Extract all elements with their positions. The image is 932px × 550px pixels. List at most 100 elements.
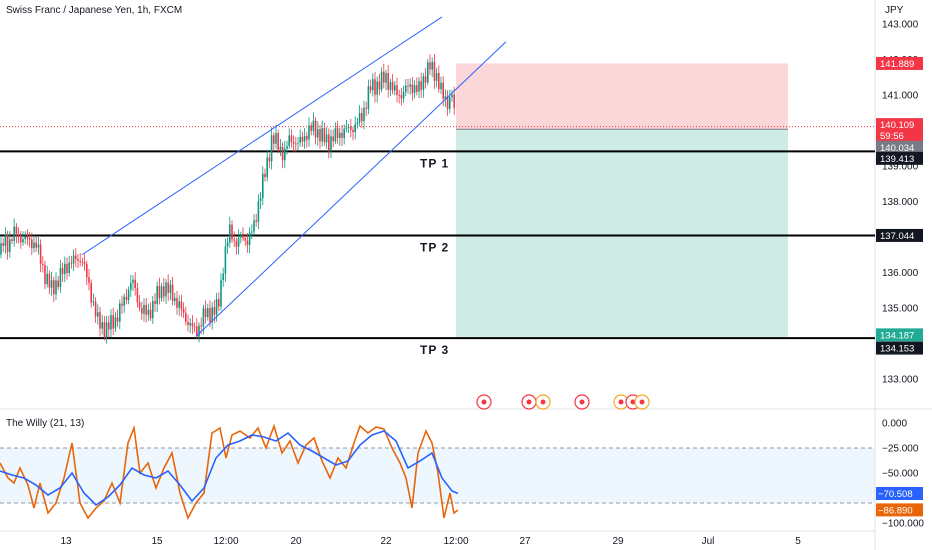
candle-body [312, 120, 315, 131]
candle-body [253, 220, 255, 232]
candle-body [365, 107, 367, 109]
candle-body [204, 308, 207, 318]
time-tick-label: 15 [151, 536, 163, 547]
candle-body [44, 264, 46, 285]
price-tick-label: 133.000 [882, 375, 919, 386]
price-tag [876, 140, 923, 154]
candle-body [308, 125, 310, 140]
candle-body [394, 85, 396, 91]
candle-body [176, 298, 178, 308]
candle-body [222, 273, 224, 281]
candle-body [72, 255, 75, 264]
candle-body [453, 94, 455, 108]
candle-body [200, 325, 202, 327]
candle-body [229, 224, 231, 243]
indicator-tick-label: −50.000 [882, 469, 919, 480]
willy-band [0, 448, 875, 503]
candle-body [13, 226, 15, 241]
candle-body [369, 86, 372, 91]
candle-body [66, 263, 68, 274]
candle-body [288, 135, 290, 147]
candle-body [35, 242, 37, 248]
candle-body [83, 262, 86, 264]
event-marker-dot [579, 399, 585, 405]
candle-body [297, 142, 299, 144]
channel-upper-line [81, 16, 443, 256]
candle-body [246, 240, 249, 246]
candle-body [387, 73, 389, 90]
candle-body [446, 96, 449, 109]
candle-body [449, 97, 451, 109]
candle-body [180, 301, 183, 310]
price-tick-label: 141.000 [882, 91, 919, 102]
candle-body [418, 81, 420, 92]
candle-body [2, 243, 4, 246]
price-tag-label: 140.109 [880, 120, 914, 131]
candle-body [264, 173, 266, 178]
time-tick-label: 27 [519, 536, 531, 547]
candle-body [39, 244, 42, 264]
candle-body [319, 129, 321, 142]
tp-label: TP 3 [420, 343, 449, 357]
indicator-tag-label: −70.508 [878, 489, 913, 500]
candle-body [332, 136, 334, 142]
price-tick-label: 143.000 [882, 20, 919, 31]
candle-body [257, 200, 260, 222]
candle-body [343, 128, 345, 138]
candle-body [231, 224, 233, 240]
candle-body [372, 79, 374, 91]
candle-body [334, 128, 337, 142]
candle-body [143, 304, 145, 314]
candle-body [123, 296, 125, 306]
candle-body [262, 173, 264, 199]
candle-body [438, 72, 440, 90]
candle-body [15, 226, 18, 236]
candle-body [108, 322, 110, 330]
candle-body [224, 246, 227, 274]
willy-slow-line [0, 430, 459, 507]
candle-body [422, 76, 425, 90]
candle-body [37, 244, 40, 248]
time-tick-label: 20 [290, 536, 302, 547]
candle-body [209, 308, 211, 323]
candle-body [385, 73, 387, 83]
indicator-tag [876, 487, 923, 501]
candle-body [325, 134, 328, 143]
tp-label: TP 1 [420, 156, 449, 170]
event-marker-dot [639, 399, 645, 405]
candle-body [90, 282, 92, 303]
candle-body [235, 240, 238, 247]
candle-body [290, 135, 293, 143]
candle-body [275, 133, 277, 144]
candle-body [321, 128, 323, 142]
candle-body [105, 322, 108, 338]
candle-body [134, 279, 136, 289]
price-tag [876, 118, 923, 132]
candle-body [4, 235, 7, 246]
time-tick-label: 12:00 [213, 536, 238, 547]
candle-body [145, 304, 147, 315]
time-tick-label: 13 [60, 536, 72, 547]
candle-body [215, 298, 218, 315]
candle-body [46, 273, 48, 285]
event-marker-dot [540, 399, 546, 405]
candle-body [94, 301, 97, 317]
candle-body [376, 81, 378, 95]
price-tag-label: 141.889 [880, 59, 914, 70]
candle-body [336, 128, 339, 139]
candle-body [26, 236, 29, 239]
price-tag [876, 341, 923, 355]
candle-body [132, 279, 134, 283]
candle-body [11, 239, 13, 241]
candle-body [211, 307, 213, 323]
candle-body [284, 148, 286, 161]
candle-body [125, 296, 128, 300]
price-tag-label: 140.034 [880, 143, 914, 154]
candle-body [193, 326, 196, 328]
candle-body [127, 289, 130, 300]
candle-body [367, 86, 370, 109]
candle-body [268, 157, 271, 162]
candle-body [160, 286, 163, 299]
currency-label: JPY [885, 5, 904, 16]
